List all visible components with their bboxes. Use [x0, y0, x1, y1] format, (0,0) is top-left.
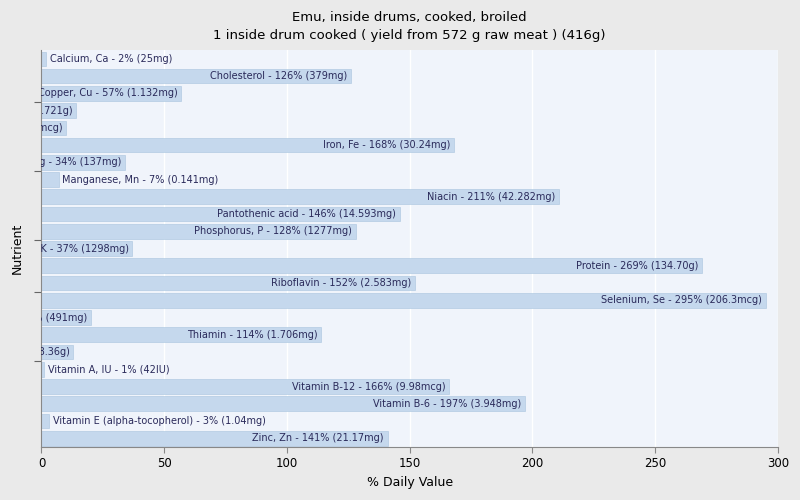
- Text: Selenium, Se - 295% (206.3mcg): Selenium, Se - 295% (206.3mcg): [601, 296, 762, 306]
- Text: Cholesterol - 126% (379mg): Cholesterol - 126% (379mg): [210, 71, 347, 81]
- Title: Emu, inside drums, cooked, broiled
1 inside drum cooked ( yield from 572 g raw m: Emu, inside drums, cooked, broiled 1 ins…: [214, 11, 606, 42]
- Bar: [42, 276, 414, 290]
- Bar: [42, 224, 356, 238]
- Bar: [42, 396, 525, 411]
- Bar: [42, 155, 125, 170]
- Bar: [42, 241, 132, 256]
- Bar: [42, 344, 74, 360]
- Text: Vitamin E (alpha-tocopherol) - 3% (1.04mg): Vitamin E (alpha-tocopherol) - 3% (1.04m…: [53, 416, 266, 426]
- Bar: [42, 310, 90, 325]
- Text: Total lipid (fat) - 13% (8.36g): Total lipid (fat) - 13% (8.36g): [0, 347, 70, 357]
- Text: Calcium, Ca - 2% (25mg): Calcium, Ca - 2% (25mg): [50, 54, 173, 64]
- Bar: [42, 172, 58, 187]
- Text: Protein - 269% (134.70g): Protein - 269% (134.70g): [576, 261, 698, 271]
- Text: Riboflavin - 152% (2.583mg): Riboflavin - 152% (2.583mg): [270, 278, 411, 288]
- Text: Zinc, Zn - 141% (21.17mg): Zinc, Zn - 141% (21.17mg): [252, 434, 384, 444]
- Text: Pantothenic acid - 146% (14.593mg): Pantothenic acid - 146% (14.593mg): [218, 209, 396, 219]
- Text: Vitamin A, IU - 1% (42IU): Vitamin A, IU - 1% (42IU): [48, 364, 170, 374]
- Text: Fatty acids, total saturated - 14% (2.721g): Fatty acids, total saturated - 14% (2.72…: [0, 106, 72, 116]
- X-axis label: % Daily Value: % Daily Value: [366, 476, 453, 489]
- Text: Sodium, Na - 20% (491mg): Sodium, Na - 20% (491mg): [0, 312, 87, 322]
- Text: Vitamin B-6 - 197% (3.948mg): Vitamin B-6 - 197% (3.948mg): [373, 399, 522, 409]
- Bar: [42, 120, 66, 135]
- Bar: [42, 206, 400, 222]
- Text: Copper, Cu - 57% (1.132mg): Copper, Cu - 57% (1.132mg): [38, 88, 178, 99]
- Y-axis label: Nutrient: Nutrient: [11, 223, 24, 274]
- Text: Vitamin B-12 - 166% (9.98mcg): Vitamin B-12 - 166% (9.98mcg): [292, 382, 446, 392]
- Bar: [42, 52, 46, 66]
- Bar: [42, 138, 454, 152]
- Bar: [42, 362, 44, 376]
- Bar: [42, 104, 76, 118]
- Bar: [42, 379, 449, 394]
- Text: Folate, total - 10% (42mcg): Folate, total - 10% (42mcg): [0, 123, 62, 133]
- Bar: [42, 414, 49, 428]
- Bar: [42, 258, 702, 273]
- Text: Niacin - 211% (42.282mg): Niacin - 211% (42.282mg): [427, 192, 556, 202]
- Text: Thiamin - 114% (1.706mg): Thiamin - 114% (1.706mg): [187, 330, 318, 340]
- Text: Phosphorus, P - 128% (1277mg): Phosphorus, P - 128% (1277mg): [194, 226, 352, 236]
- Text: Magnesium, Mg - 34% (137mg): Magnesium, Mg - 34% (137mg): [0, 158, 122, 168]
- Text: Iron, Fe - 168% (30.24mg): Iron, Fe - 168% (30.24mg): [322, 140, 450, 150]
- Text: Manganese, Mn - 7% (0.141mg): Manganese, Mn - 7% (0.141mg): [62, 174, 218, 184]
- Bar: [42, 69, 350, 84]
- Bar: [42, 86, 182, 101]
- Bar: [42, 190, 559, 204]
- Bar: [42, 293, 766, 308]
- Bar: [42, 431, 387, 446]
- Text: Potassium, K - 37% (1298mg): Potassium, K - 37% (1298mg): [0, 244, 129, 254]
- Bar: [42, 328, 322, 342]
